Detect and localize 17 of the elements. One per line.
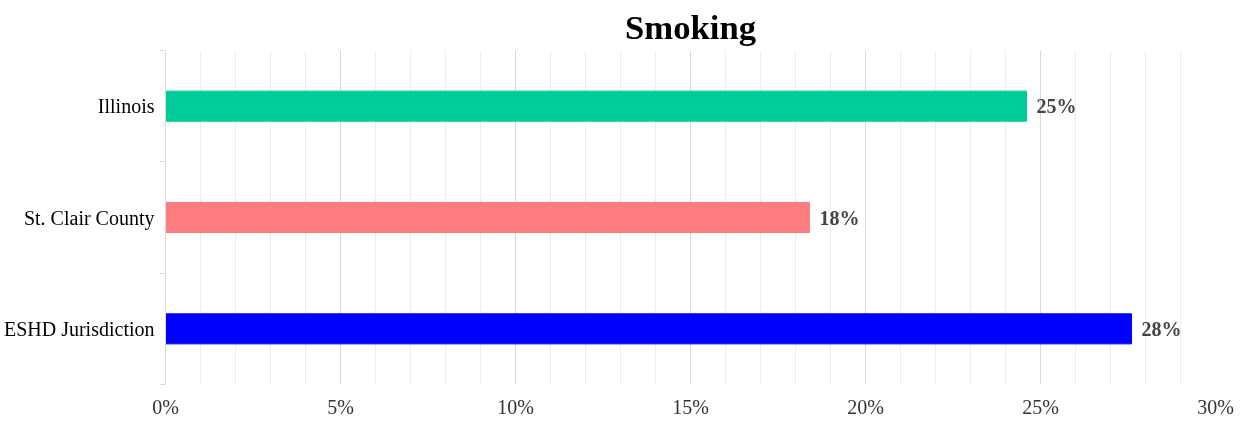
x-tick-label: 15% (672, 395, 709, 418)
bar (165, 201, 810, 234)
y-tick-label: St. Clair County (23, 206, 155, 230)
x-tick-label: 5% (327, 395, 354, 418)
x-tick-label: 0% (152, 395, 179, 418)
x-tick-label: 10% (497, 395, 534, 418)
x-tick-label: 25% (1022, 395, 1059, 418)
data-label: 25% (1036, 95, 1077, 118)
y-tick-label: ESHD Jurisdiction (3, 317, 155, 340)
data-label: 18% (819, 206, 860, 229)
x-tick-label: 20% (847, 395, 884, 418)
data-label: 28% (1141, 317, 1182, 340)
y-tick-label: Illinois (97, 95, 155, 118)
chart-title: Smoking (625, 7, 756, 46)
x-tick-label: 30% (1197, 395, 1234, 418)
bar (165, 90, 1027, 122)
bar (165, 313, 1132, 345)
